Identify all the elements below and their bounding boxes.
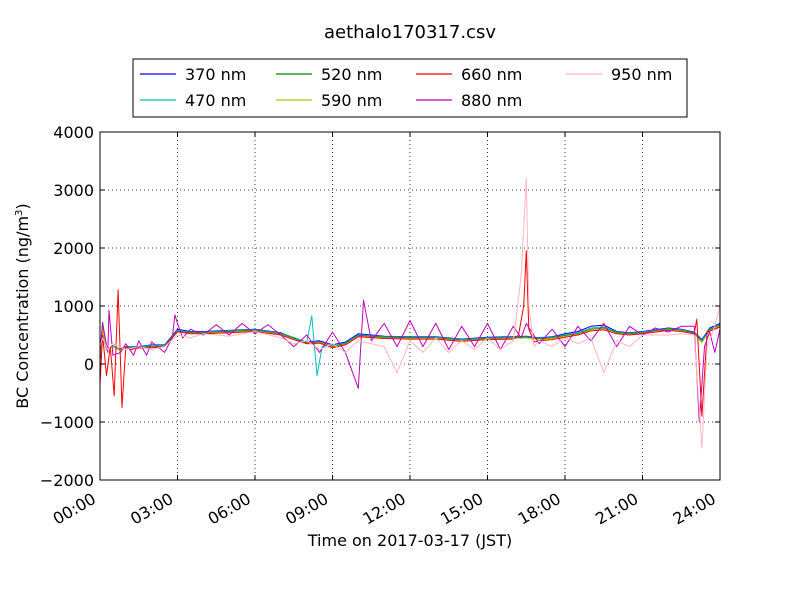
legend: 370 nm 470 nm 520 nm 590 nm 660 nm 880 nm 950 … (140, 65, 672, 110)
y-tick-label: 4000 (53, 123, 94, 142)
chart-title: aethalo170317.csv (324, 22, 496, 43)
y-axis-label: BC Concentration (ng/m3) (13, 203, 32, 408)
legend-label: 660 nm (461, 65, 522, 84)
axis-ticks (99, 131, 721, 481)
legend-label: 590 nm (321, 91, 382, 110)
series-line-520-nm (100, 321, 720, 356)
y-tick-label: 0 (84, 355, 94, 374)
legend-label: 880 nm (461, 91, 522, 110)
legend-label: 950 nm (611, 65, 672, 84)
y-tick-label: −1000 (40, 413, 94, 432)
legend-label: 370 nm (185, 65, 246, 84)
y-tick-labels: −2000 −1000 0 1000 2000 3000 4000 (40, 123, 94, 490)
y-axis-label-superscript: 3 (14, 210, 25, 216)
series-lines (100, 177, 720, 449)
legend-label: 470 nm (185, 91, 246, 110)
y-tick-label: 1000 (53, 297, 94, 316)
y-tick-label: 3000 (53, 181, 94, 200)
y-axis-label-main: BC Concentration (ng/m (13, 216, 32, 409)
legend-box (132, 58, 688, 118)
series-line-590-nm (100, 325, 720, 358)
y-axis-label-close: ) (13, 203, 32, 209)
series-line-950-nm (100, 177, 720, 449)
y-tick-label: 2000 (53, 239, 94, 258)
y-tick-label: −2000 (40, 471, 94, 490)
series-line-660-nm (100, 250, 720, 417)
x-axis-label: Time on 2017-03-17 (JST) (307, 531, 512, 550)
grid-lines (100, 132, 720, 480)
legend-label: 520 nm (321, 65, 382, 84)
series-line-880-nm (100, 299, 720, 423)
